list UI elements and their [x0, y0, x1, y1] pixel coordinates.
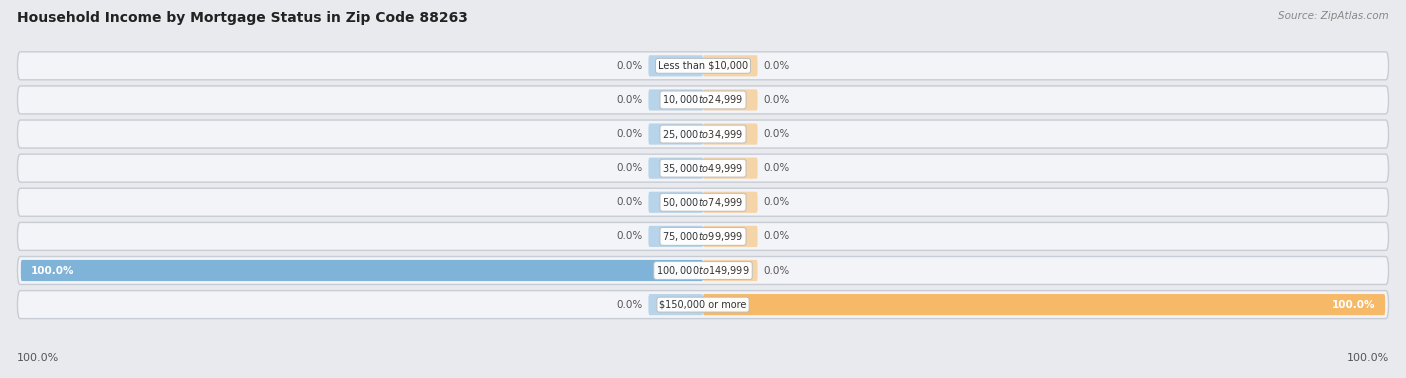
FancyBboxPatch shape — [648, 158, 703, 179]
FancyBboxPatch shape — [703, 158, 758, 179]
FancyBboxPatch shape — [648, 192, 703, 213]
FancyBboxPatch shape — [703, 226, 758, 247]
Text: $10,000 to $24,999: $10,000 to $24,999 — [662, 93, 744, 107]
FancyBboxPatch shape — [648, 124, 703, 145]
Text: 0.0%: 0.0% — [763, 231, 789, 242]
FancyBboxPatch shape — [17, 120, 1389, 148]
Text: 100.0%: 100.0% — [17, 353, 59, 363]
Legend: Without Mortgage, With Mortgage: Without Mortgage, With Mortgage — [574, 375, 832, 378]
Text: 100.0%: 100.0% — [31, 265, 75, 276]
Text: 0.0%: 0.0% — [617, 300, 643, 310]
FancyBboxPatch shape — [648, 294, 703, 315]
FancyBboxPatch shape — [703, 124, 758, 145]
Text: 100.0%: 100.0% — [1331, 300, 1375, 310]
Text: 0.0%: 0.0% — [763, 197, 789, 207]
Text: 0.0%: 0.0% — [763, 163, 789, 173]
Text: Source: ZipAtlas.com: Source: ZipAtlas.com — [1278, 11, 1389, 21]
FancyBboxPatch shape — [703, 260, 758, 281]
FancyBboxPatch shape — [648, 89, 703, 110]
Text: 0.0%: 0.0% — [617, 231, 643, 242]
Text: 0.0%: 0.0% — [617, 95, 643, 105]
FancyBboxPatch shape — [703, 294, 1385, 315]
FancyBboxPatch shape — [17, 291, 1389, 319]
FancyBboxPatch shape — [17, 222, 1389, 250]
Text: 0.0%: 0.0% — [617, 197, 643, 207]
FancyBboxPatch shape — [648, 55, 703, 76]
Text: 0.0%: 0.0% — [617, 129, 643, 139]
FancyBboxPatch shape — [17, 154, 1389, 182]
FancyBboxPatch shape — [703, 55, 758, 76]
Text: $100,000 to $149,999: $100,000 to $149,999 — [657, 264, 749, 277]
FancyBboxPatch shape — [17, 86, 1389, 114]
FancyBboxPatch shape — [17, 257, 1389, 285]
Text: Household Income by Mortgage Status in Zip Code 88263: Household Income by Mortgage Status in Z… — [17, 11, 468, 25]
Text: 0.0%: 0.0% — [763, 95, 789, 105]
Text: 100.0%: 100.0% — [1347, 353, 1389, 363]
FancyBboxPatch shape — [648, 226, 703, 247]
FancyBboxPatch shape — [17, 52, 1389, 80]
Text: $35,000 to $49,999: $35,000 to $49,999 — [662, 162, 744, 175]
Text: $25,000 to $34,999: $25,000 to $34,999 — [662, 127, 744, 141]
Text: $50,000 to $74,999: $50,000 to $74,999 — [662, 196, 744, 209]
FancyBboxPatch shape — [21, 260, 703, 281]
Text: $150,000 or more: $150,000 or more — [659, 300, 747, 310]
FancyBboxPatch shape — [703, 192, 758, 213]
Text: 0.0%: 0.0% — [763, 61, 789, 71]
FancyBboxPatch shape — [17, 188, 1389, 216]
FancyBboxPatch shape — [703, 89, 758, 110]
Text: 0.0%: 0.0% — [617, 61, 643, 71]
Text: $75,000 to $99,999: $75,000 to $99,999 — [662, 230, 744, 243]
Text: Less than $10,000: Less than $10,000 — [658, 61, 748, 71]
Text: 0.0%: 0.0% — [617, 163, 643, 173]
Text: 0.0%: 0.0% — [763, 265, 789, 276]
Text: 0.0%: 0.0% — [763, 129, 789, 139]
